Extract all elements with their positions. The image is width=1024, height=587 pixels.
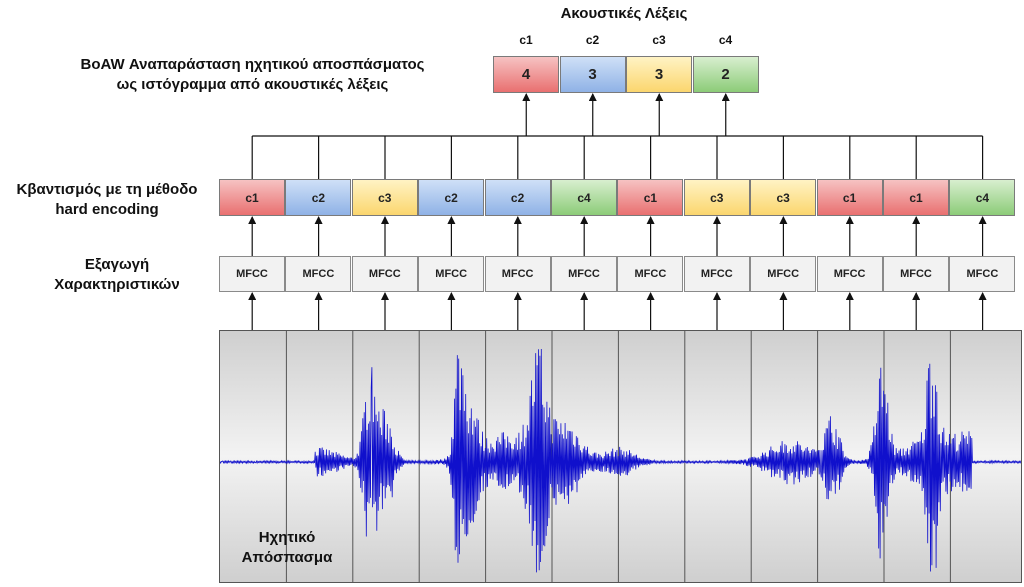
audio-clip-label-line1: Ηχητικό [258, 529, 316, 546]
feature-extraction-label: Εξαγωγή Χαρακτηριστικών [20, 255, 214, 295]
quantized-word-box: c1 [617, 179, 684, 216]
quantized-word-box: c3 [683, 179, 750, 216]
histogram-bin: 2 [692, 56, 759, 93]
mfcc-box: MFCC [351, 256, 418, 292]
quantized-word-box: c3 [750, 179, 817, 216]
histogram-bin: 4 [493, 56, 559, 93]
histogram-title: Ακουστικές Λέξεις [560, 5, 688, 22]
mfcc-box: MFCC [683, 256, 750, 292]
audio-clip-label: Ηχητικό Απόσπασμα [232, 528, 342, 568]
quantized-word-box: c2 [285, 179, 352, 216]
feature-extraction-label-line1: Εξαγωγή [84, 256, 150, 273]
quantized-word-box: c4 [949, 179, 1016, 216]
mfcc-box: MFCC [617, 256, 684, 292]
mfcc-box: MFCC [484, 256, 551, 292]
quantization-label-line2: hard encoding [55, 201, 159, 218]
histogram-word-label: c4 [718, 33, 733, 47]
waveform [220, 331, 1021, 582]
audio-clip-panel [219, 330, 1022, 583]
mfcc-box: MFCC [949, 256, 1016, 292]
quantized-word-box: c4 [551, 179, 617, 216]
boaw-label: BoAW Αναπαράσταση ηχητικού αποσπάσματος … [40, 55, 465, 95]
quantization-label-line1: Κβαντισμός με τη μέθοδο [16, 181, 198, 198]
quantized-word-box: c1 [219, 179, 285, 216]
waveform-signal [220, 348, 1021, 573]
histogram-word-label: c3 [652, 33, 666, 47]
mfcc-box: MFCC [750, 256, 817, 292]
feature-extraction-label-line2: Χαρακτηριστικών [54, 276, 180, 293]
audio-clip-label-line2: Απόσπασμα [241, 549, 333, 566]
mfcc-box: MFCC [551, 256, 617, 292]
mfcc-box: MFCC [816, 256, 883, 292]
quantized-word-box: c2 [418, 179, 485, 216]
histogram-word-label: c1 [519, 33, 533, 47]
mfcc-box: MFCC [883, 256, 949, 292]
boaw-label-line1: BoAW Αναπαράσταση ηχητικού αποσπάσματος [80, 56, 425, 73]
histogram-bin: 3 [559, 56, 626, 93]
quantization-label: Κβαντισμός με τη μέθοδο hard encoding [0, 180, 214, 220]
quantized-word-box: c2 [484, 179, 551, 216]
mfcc-box: MFCC [418, 256, 485, 292]
quantized-word-box: c1 [816, 179, 883, 216]
quantized-word-box: c3 [351, 179, 418, 216]
histogram-word-label: c2 [585, 33, 600, 47]
quantized-word-box: c1 [883, 179, 949, 216]
histogram-bin: 3 [626, 56, 692, 93]
mfcc-box: MFCC [285, 256, 352, 292]
boaw-label-line2: ως ιστόγραμμα από ακουστικές λέξεις [116, 76, 389, 93]
mfcc-box: MFCC [219, 256, 285, 292]
